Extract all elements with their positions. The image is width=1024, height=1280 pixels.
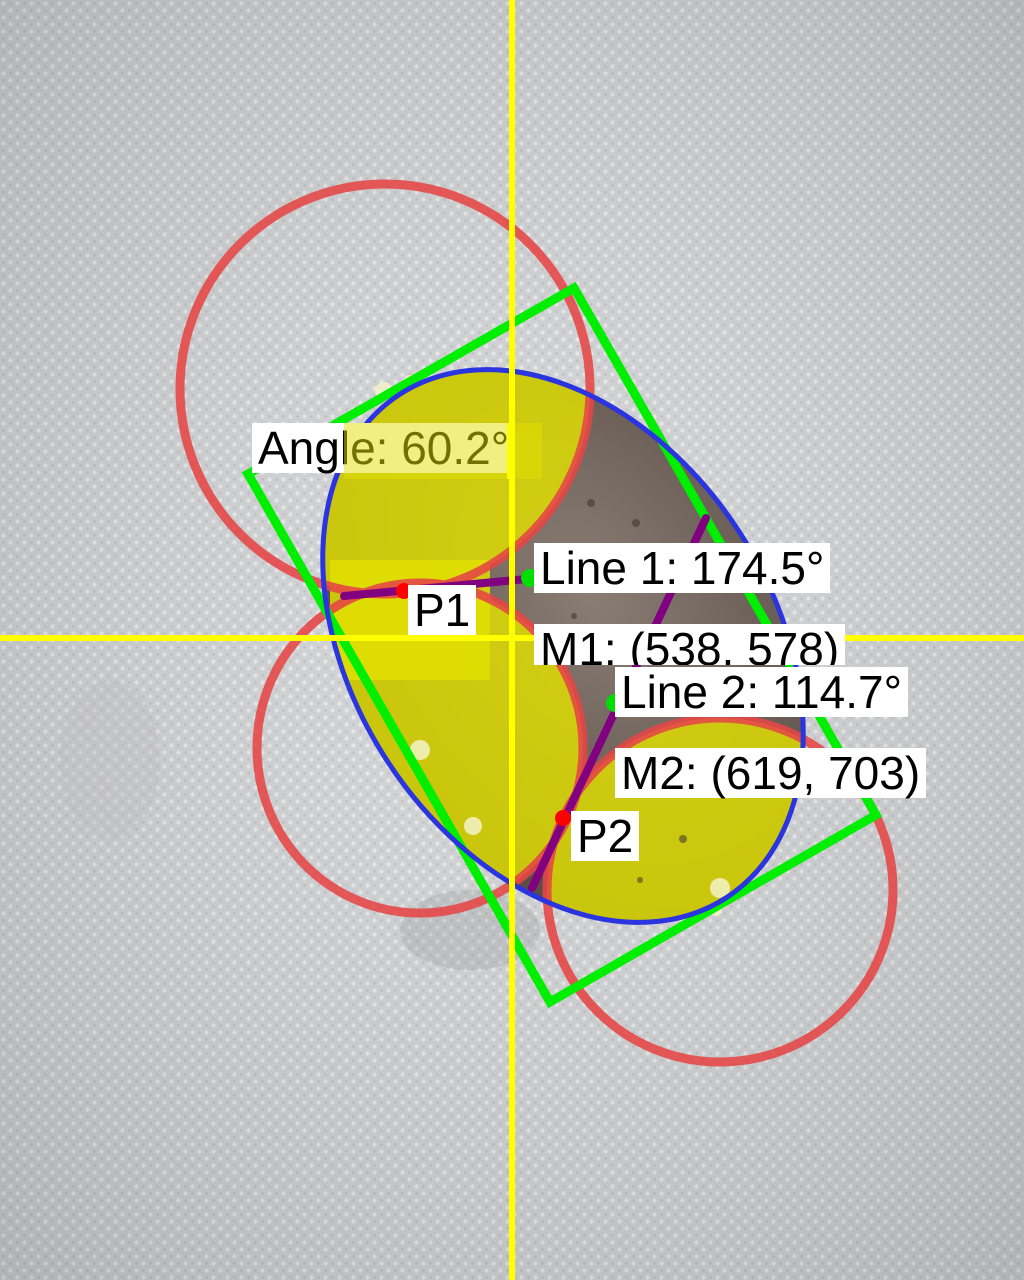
- p2-point: [555, 810, 571, 826]
- angle-label: Angle: 60.2°: [252, 423, 516, 473]
- fitted-ellipse: [320, 367, 806, 925]
- p1-label: P1: [408, 585, 477, 635]
- m1-label: M1: (538, 578): [534, 624, 846, 665]
- line1-label: Line 1: 174.5°: [534, 543, 831, 593]
- p2-label: P2: [571, 811, 640, 861]
- bounding-rectangle: [241, 281, 883, 1009]
- line2-label: Line 2: 114.7°: [615, 667, 908, 717]
- m2-label: M2: (619, 703): [615, 748, 927, 798]
